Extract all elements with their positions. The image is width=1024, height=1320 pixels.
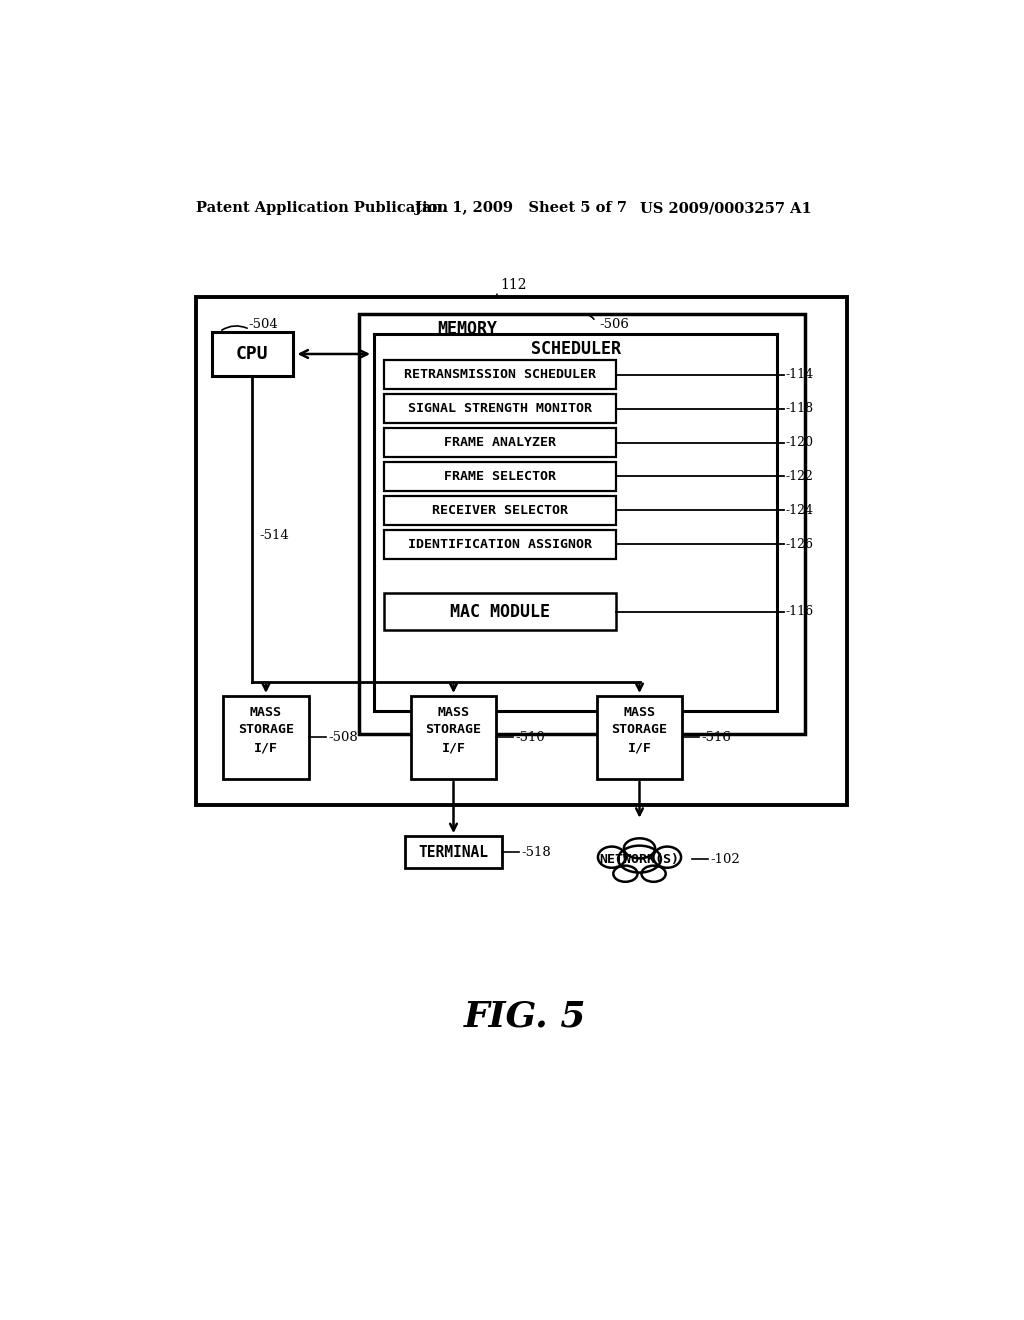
Text: MASS: MASS	[624, 706, 655, 719]
Text: NETWORK(S): NETWORK(S)	[599, 853, 680, 866]
Ellipse shape	[598, 846, 626, 867]
Text: I/F: I/F	[628, 742, 651, 755]
Text: -510: -510	[515, 731, 545, 744]
Text: TERMINAL: TERMINAL	[419, 845, 488, 859]
FancyBboxPatch shape	[384, 428, 616, 457]
Text: SIGNAL STRENGTH MONITOR: SIGNAL STRENGTH MONITOR	[408, 403, 592, 416]
Text: -118: -118	[786, 403, 814, 416]
FancyBboxPatch shape	[197, 297, 847, 805]
FancyBboxPatch shape	[406, 836, 502, 869]
Text: -516: -516	[701, 731, 731, 744]
Text: MASS: MASS	[250, 706, 282, 719]
Text: I/F: I/F	[254, 742, 278, 755]
Text: RETRANSMISSION SCHEDULER: RETRANSMISSION SCHEDULER	[404, 368, 596, 381]
Text: -514: -514	[260, 529, 290, 543]
Text: -504: -504	[248, 318, 278, 331]
Text: US 2009/0003257 A1: US 2009/0003257 A1	[640, 202, 811, 215]
Text: MAC MODULE: MAC MODULE	[450, 603, 550, 620]
Text: STORAGE: STORAGE	[238, 723, 294, 737]
FancyBboxPatch shape	[384, 462, 616, 491]
Text: I/F: I/F	[441, 742, 466, 755]
Text: CPU: CPU	[237, 345, 268, 363]
Ellipse shape	[624, 838, 655, 858]
Text: -126: -126	[786, 537, 814, 550]
FancyBboxPatch shape	[359, 314, 805, 734]
Text: Jan. 1, 2009   Sheet 5 of 7: Jan. 1, 2009 Sheet 5 of 7	[415, 202, 627, 215]
FancyBboxPatch shape	[384, 594, 616, 631]
Text: MEMORY: MEMORY	[437, 321, 498, 338]
Text: -518: -518	[521, 846, 551, 859]
FancyBboxPatch shape	[212, 331, 293, 376]
Ellipse shape	[641, 866, 666, 882]
FancyBboxPatch shape	[597, 696, 682, 779]
Text: RECEIVER SELECTOR: RECEIVER SELECTOR	[432, 504, 568, 517]
Text: MASS: MASS	[437, 706, 469, 719]
Text: -120: -120	[786, 436, 814, 449]
FancyBboxPatch shape	[384, 395, 616, 424]
Text: FIG. 5: FIG. 5	[464, 1001, 586, 1034]
Text: SCHEDULER: SCHEDULER	[531, 341, 621, 358]
Text: -116: -116	[786, 606, 814, 619]
Text: FRAME ANALYZER: FRAME ANALYZER	[444, 436, 556, 449]
Text: -508: -508	[328, 731, 357, 744]
FancyBboxPatch shape	[384, 529, 616, 558]
FancyBboxPatch shape	[411, 696, 496, 779]
Text: FRAME SELECTOR: FRAME SELECTOR	[444, 470, 556, 483]
Text: Patent Application Publication: Patent Application Publication	[197, 202, 449, 215]
Text: -114: -114	[786, 368, 814, 381]
Text: -102: -102	[710, 853, 739, 866]
Ellipse shape	[618, 846, 660, 873]
Text: IDENTIFICATION ASSIGNOR: IDENTIFICATION ASSIGNOR	[408, 537, 592, 550]
Ellipse shape	[653, 846, 681, 867]
Text: -506: -506	[599, 318, 629, 331]
FancyBboxPatch shape	[223, 696, 308, 779]
Text: -122: -122	[786, 470, 814, 483]
FancyBboxPatch shape	[384, 360, 616, 389]
Text: -124: -124	[786, 504, 814, 517]
Text: 112: 112	[500, 279, 526, 293]
Text: STORAGE: STORAGE	[426, 723, 481, 737]
FancyBboxPatch shape	[375, 334, 777, 711]
Text: STORAGE: STORAGE	[611, 723, 668, 737]
FancyBboxPatch shape	[384, 496, 616, 525]
Ellipse shape	[613, 866, 638, 882]
